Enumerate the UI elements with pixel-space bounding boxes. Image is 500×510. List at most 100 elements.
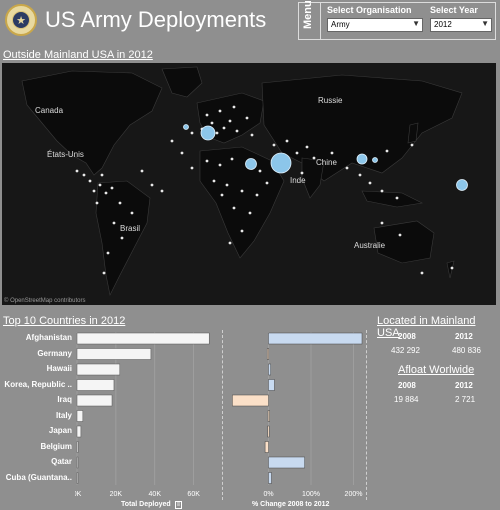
india-landmass	[301, 157, 325, 199]
change-bar[interactable]	[266, 348, 269, 360]
total-bar[interactable]	[76, 456, 79, 469]
organisation-select-value: Army	[331, 20, 350, 29]
map-label-australia: Australie	[354, 241, 386, 250]
new-zealand-landmass	[446, 260, 455, 279]
year-select[interactable]: 2012 ▼	[430, 18, 492, 32]
country-label: Germany	[37, 348, 72, 358]
mainland-title: Located in Mainland USA	[377, 315, 476, 339]
tick-label: 20K	[110, 491, 123, 498]
tick-label: 0%	[263, 491, 273, 498]
country-label: Italy	[55, 410, 72, 420]
tick-label: 200%	[345, 491, 363, 498]
change-bar[interactable]	[267, 410, 270, 422]
deployment-bubbles	[183, 124, 468, 191]
bubble-germany	[200, 125, 216, 141]
afloat-title: Afloat Worlwide	[398, 364, 475, 376]
sort-icon[interactable]: ≡	[174, 501, 183, 509]
change-bar[interactable]	[268, 472, 272, 484]
map-label-russia: Russie	[318, 96, 343, 105]
country-label: Afghanistan	[25, 333, 72, 342]
change-bar[interactable]	[232, 394, 269, 407]
map-label-canada: Canada	[35, 106, 64, 115]
total-bar[interactable]	[76, 394, 113, 407]
afloat-header-2008: 2008	[398, 381, 416, 390]
bubble-iraq	[245, 158, 257, 170]
world-map-svg: Canada États-Unis Brasil Russie Chine In…	[21, 66, 468, 296]
change-bar[interactable]	[268, 363, 271, 376]
country-label: Japan	[48, 426, 72, 435]
map-label-india: Inde	[290, 176, 306, 185]
menu-label[interactable]: Menu	[299, 0, 321, 39]
africa-landmass	[199, 146, 285, 259]
bubble-hawaii	[456, 179, 468, 191]
army-seal-logo: ★	[5, 4, 37, 36]
bubble-japan	[372, 157, 378, 163]
afloat-value-2012: 2 721	[455, 395, 476, 404]
country-label: Cuba (Guantana..	[5, 472, 72, 482]
panel-divider	[366, 330, 367, 500]
map-label-china: Chine	[316, 158, 337, 167]
afloat-value-2008: 19 884	[394, 395, 419, 404]
change-bar[interactable]	[268, 456, 305, 469]
country-label: Iraq	[57, 395, 72, 404]
japan-landmass	[407, 122, 419, 144]
total-bar[interactable]	[76, 425, 82, 438]
total-deployed-chart: 0K 20K 40K 60K	[75, 332, 210, 498]
total-bar[interactable]	[76, 410, 84, 422]
map-credit: © OpenStreetMap contributors	[4, 298, 86, 304]
map-label-usa: États-Unis	[47, 150, 84, 159]
afloat-header-2012: 2012	[455, 381, 473, 390]
asia-landmass	[261, 74, 463, 182]
country-label: Qatar	[51, 457, 72, 466]
year-select-value: 2012	[434, 20, 452, 29]
indonesia-landmass	[361, 190, 423, 208]
total-bar[interactable]	[76, 363, 121, 376]
change-bar[interactable]	[268, 332, 363, 345]
mainland-header-2008: 2008	[398, 332, 416, 341]
north-america-landmass	[21, 70, 163, 176]
country-label: Korea, Republic ..	[4, 379, 72, 389]
bubble-korea	[356, 153, 368, 165]
seal-inner: ★	[12, 11, 30, 29]
total-axis-title: Total Deployed ≡	[121, 501, 183, 509]
change-axis-title: % Change 2008 to 2012	[252, 501, 330, 508]
top10-section-title: Top 10 Countries in 2012	[3, 315, 126, 327]
tick-label: 0K	[75, 491, 82, 498]
mainland-value-2012: 480 836	[452, 346, 481, 355]
filter-menu: Menu Select Organisation Army ▼ Select Y…	[298, 0, 496, 40]
year-filter: Select Year 2012 ▼	[430, 5, 492, 32]
chevron-down-icon: ▼	[412, 19, 420, 28]
organisation-filter-label: Select Organisation	[327, 5, 412, 15]
map-section-title: Outside Mainland USA in 2012	[3, 49, 153, 61]
deployment-dots	[75, 105, 454, 275]
organisation-select[interactable]: Army ▼	[327, 18, 423, 32]
panel-divider	[222, 330, 223, 500]
bubble-afghanistan	[270, 152, 292, 174]
change-bar[interactable]	[268, 379, 275, 391]
total-bar[interactable]	[76, 348, 152, 360]
deployment-map[interactable]: Canada États-Unis Brasil Russie Chine In…	[2, 63, 496, 305]
total-bar[interactable]	[76, 472, 79, 484]
greenland-landmass	[161, 66, 203, 98]
organisation-filter: Select Organisation Army ▼	[327, 5, 423, 32]
country-label: Belgium	[40, 441, 72, 451]
country-label: Hawaii	[46, 364, 72, 373]
total-bar[interactable]	[76, 379, 115, 391]
bubble-belgium	[183, 124, 189, 130]
menu-label-text: Menu	[302, 0, 314, 29]
page-title: US Army Deployments	[45, 7, 267, 32]
total-bar[interactable]	[76, 332, 210, 345]
change-bar[interactable]	[267, 425, 270, 438]
mainland-header-2012: 2012	[455, 332, 473, 341]
tick-label: 40K	[149, 491, 162, 498]
total-axis-title-text: Total Deployed	[121, 501, 171, 508]
star-icon: ★	[16, 15, 26, 27]
mainland-value-2008: 432 292	[391, 346, 420, 355]
australia-landmass	[373, 220, 435, 264]
tick-label: 60K	[187, 491, 200, 498]
change-bar[interactable]	[264, 441, 269, 453]
tick-label: 100%	[302, 491, 320, 498]
year-filter-label: Select Year	[430, 5, 478, 15]
total-bar[interactable]	[76, 441, 79, 453]
percent-change-chart: 0% 100% 200%	[232, 332, 363, 498]
